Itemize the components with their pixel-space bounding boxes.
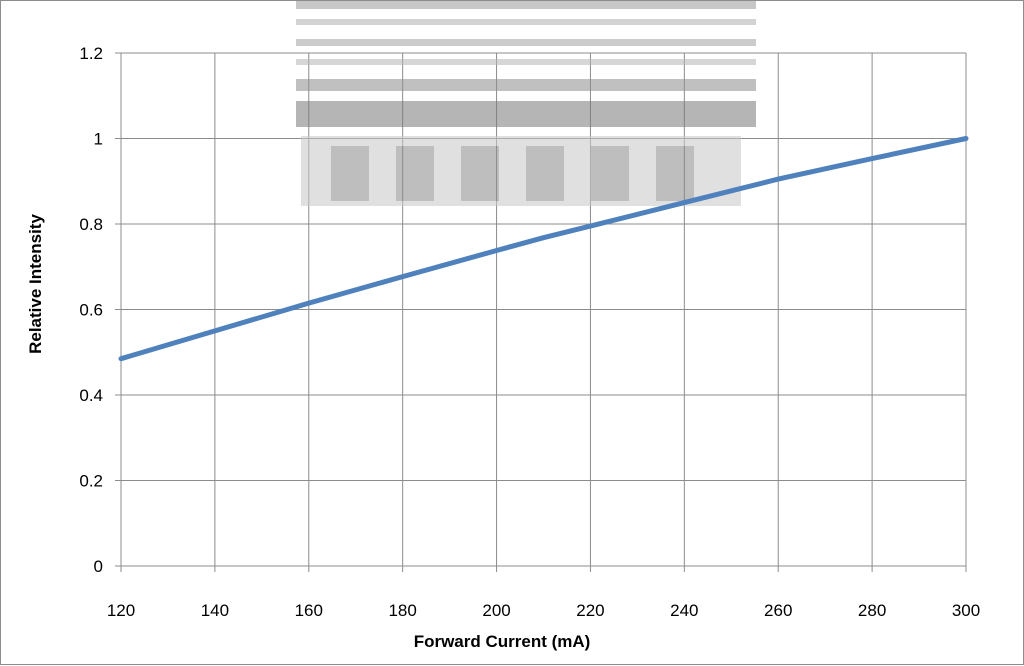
x-tick-labels: 120 140 160 180 200 220 240 260 280 300	[107, 601, 980, 620]
x-tick-label: 160	[295, 601, 323, 620]
y-tick-label: 0.2	[79, 472, 103, 491]
y-axis-title: Relative Intensity	[26, 214, 45, 354]
watermark-logo	[296, 1, 756, 206]
series-group	[118, 136, 969, 362]
x-tick-label: 140	[201, 601, 229, 620]
x-tick-label: 180	[388, 601, 416, 620]
x-tick-label: 200	[482, 601, 510, 620]
series-line	[118, 136, 969, 362]
x-tick-label: 260	[764, 601, 792, 620]
x-axis-title: Forward Current (mA)	[414, 632, 591, 651]
y-tick-label: 1.2	[79, 44, 103, 63]
x-tick-label: 280	[858, 601, 886, 620]
x-tick-label: 120	[107, 601, 135, 620]
x-tick-label: 300	[952, 601, 980, 620]
axes	[115, 52, 967, 572]
x-tick-label: 240	[670, 601, 698, 620]
y-tick-label: 0.4	[79, 386, 103, 405]
y-tick-label: 1	[94, 130, 103, 149]
y-tick-label: 0	[94, 557, 103, 576]
x-tick-label: 220	[576, 601, 604, 620]
gridlines	[120, 52, 967, 567]
y-tick-labels: 0 0.2 0.4 0.6 0.8 1 1.2	[79, 44, 103, 576]
y-tick-label: 0.6	[79, 301, 103, 320]
y-tick-label: 0.8	[79, 215, 103, 234]
